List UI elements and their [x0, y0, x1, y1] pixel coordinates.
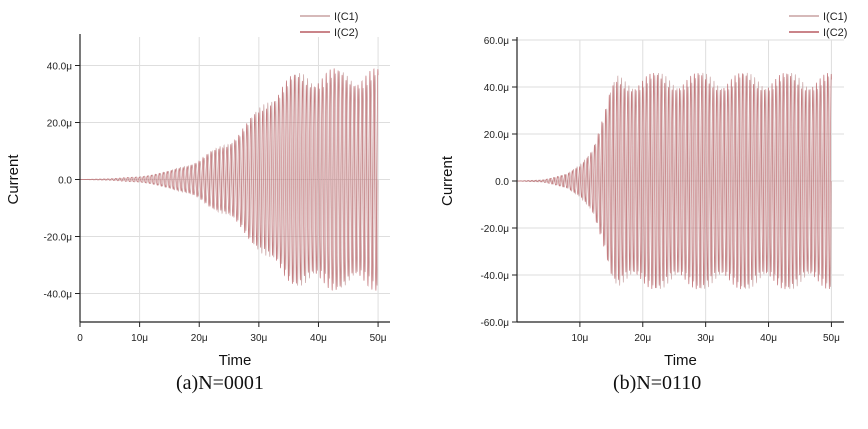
series-line-I(C2) — [80, 68, 379, 291]
x-tick-label: 0 — [77, 333, 83, 344]
x-tick-label: 30μ — [697, 333, 714, 344]
x-tick-label: 30μ — [250, 333, 267, 344]
x-tick-label: 40μ — [310, 333, 327, 344]
legend-label: I(C1) — [334, 11, 358, 23]
y-axis-label: Current — [5, 154, 22, 205]
y-tick-label: -20.0μ — [480, 224, 509, 235]
y-tick-label: 40.0μ — [47, 62, 72, 73]
series-group — [80, 68, 379, 291]
series-group — [517, 72, 832, 290]
y-tick-label: 0.0 — [58, 176, 72, 187]
y-tick-label: -20.0μ — [43, 233, 72, 244]
series-line-I(C2) — [517, 73, 832, 290]
series-line-I(C1) — [80, 71, 379, 288]
legend: I(C1) I(C2) — [300, 11, 358, 39]
x-tick-label: 10μ — [131, 333, 148, 344]
chart-panel-a: 0 10μ 20μ 30μ 40μ 50μ -40.0μ -20.0μ 0.0 20.0μ 40.0… — [5, 11, 390, 369]
legend-label: I(C2) — [823, 27, 847, 39]
series-line-I(C1) — [517, 72, 832, 290]
x-axis-label: Time — [219, 352, 252, 369]
x-tick-label: 20μ — [191, 333, 208, 344]
x-tick-label: 20μ — [634, 333, 651, 344]
legend-label: I(C1) — [823, 11, 847, 23]
x-tick-label: 50μ — [823, 333, 840, 344]
x-axis-label: Time — [664, 352, 697, 369]
x-tick-label: 50μ — [370, 333, 387, 344]
caption-a: (a)N=0001 — [176, 372, 264, 394]
x-tick-label: 10μ — [571, 333, 588, 344]
caption-b: (b)N=0110 — [613, 372, 702, 394]
y-tick-label: 0.0 — [495, 177, 509, 188]
y-tick-label: -60.0μ — [480, 318, 509, 329]
y-tick-label: -40.0μ — [43, 290, 72, 301]
y-tick-label: 20.0μ — [47, 119, 72, 130]
legend-label: I(C2) — [334, 27, 358, 39]
x-tick-label: 40μ — [760, 333, 777, 344]
y-tick-label: 60.0μ — [484, 36, 509, 47]
legend: I(C1) I(C2) — [789, 11, 847, 39]
y-tick-label: 20.0μ — [484, 130, 509, 141]
y-axis-label: Current — [439, 155, 456, 206]
y-tick-label: -40.0μ — [480, 271, 509, 282]
chart-panel-b: 10μ 20μ 30μ 40μ 50μ -60.0μ -40.0μ -20.0μ 0.0 20.0… — [439, 11, 847, 369]
y-tick-label: 40.0μ — [484, 83, 509, 94]
